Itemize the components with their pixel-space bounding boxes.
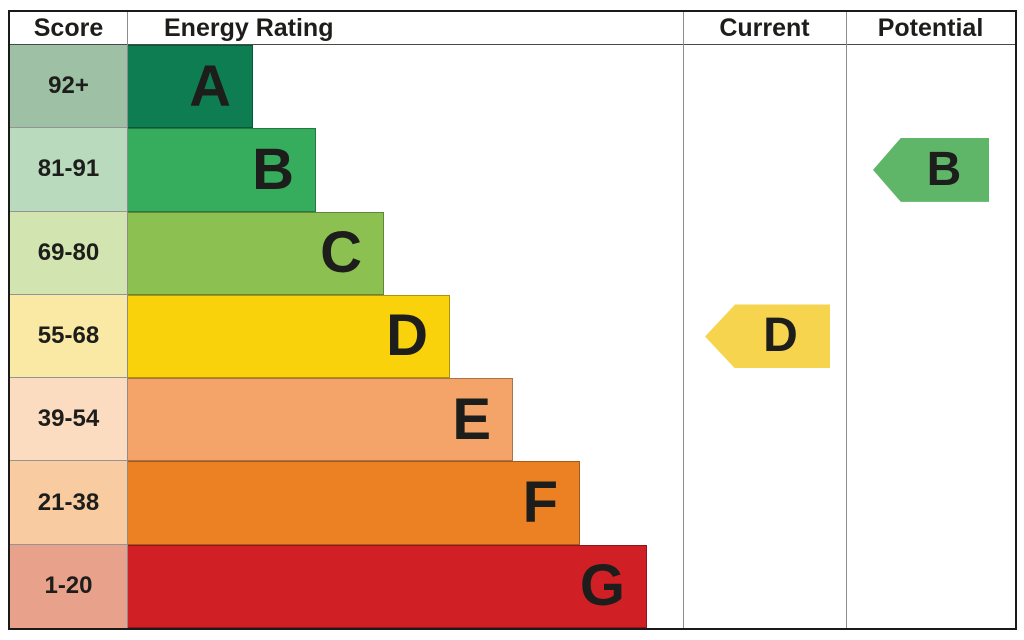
grid-line-score-divider [127,12,128,628]
score-cell-c: 69-80 [10,211,127,295]
grid-line-potential-divider [846,12,847,628]
band-letter-b: B [252,136,294,202]
band-bar-f: F [127,461,580,545]
score-range-label: 92+ [48,72,89,100]
band-letter-a: A [189,53,231,119]
band-row-g: 1-20 G [10,544,1015,628]
band-bar-a: A [127,45,253,129]
band-row-f: 21-38 F [10,461,1015,545]
score-range-label: 69-80 [37,238,100,266]
header-score: Score [33,13,104,42]
band-row-c: 69-80 C [10,211,1015,295]
band-letter-g: G [579,553,625,619]
header-potential: Potential [877,13,984,42]
band-rows: 92+ A 81-91 B B 69-80 C [10,45,1015,628]
score-cell-f: 21-38 [10,461,127,545]
score-cell-a: 92+ [10,45,127,129]
band-row-d: 55-68 D D [10,294,1015,379]
band-letter-c: C [320,220,362,286]
band-letter-e: E [452,386,491,452]
band-bar-c: C [127,211,384,295]
score-range-label: 81-91 [37,155,100,183]
band-letter-d: D [386,303,428,369]
header-energy-rating: Energy Rating [164,13,334,42]
potential-rating-letter: B [926,142,962,196]
band-row-a: 92+ A [10,45,1015,129]
current-rating-letter: D [763,309,798,363]
score-range-label: 55-68 [37,321,100,349]
score-cell-e: 39-54 [10,378,127,462]
score-cell-d: 55-68 [10,294,127,379]
band-bar-b: B [127,128,316,212]
band-row-e: 39-54 E [10,378,1015,462]
chart-header-row: Score Energy Rating Current Potential [10,12,1015,45]
grid-line-current-divider [683,12,684,628]
current-rating-arrow: D [705,304,830,369]
header-current: Current [719,13,810,42]
band-bar-d: D [127,294,450,379]
score-range-label: 39-54 [37,405,100,433]
epc-rating-chart: Score Energy Rating Current Potential 92… [8,10,1017,630]
band-bar-g: G [127,544,647,628]
score-cell-g: 1-20 [10,544,127,628]
potential-rating-arrow: B [873,137,989,202]
score-range-label: 21-38 [37,488,100,516]
band-letter-f: F [522,470,558,536]
band-row-b: 81-91 B B [10,128,1015,212]
band-bar-e: E [127,378,513,462]
score-range-label: 1-20 [44,572,93,600]
score-cell-b: 81-91 [10,128,127,212]
